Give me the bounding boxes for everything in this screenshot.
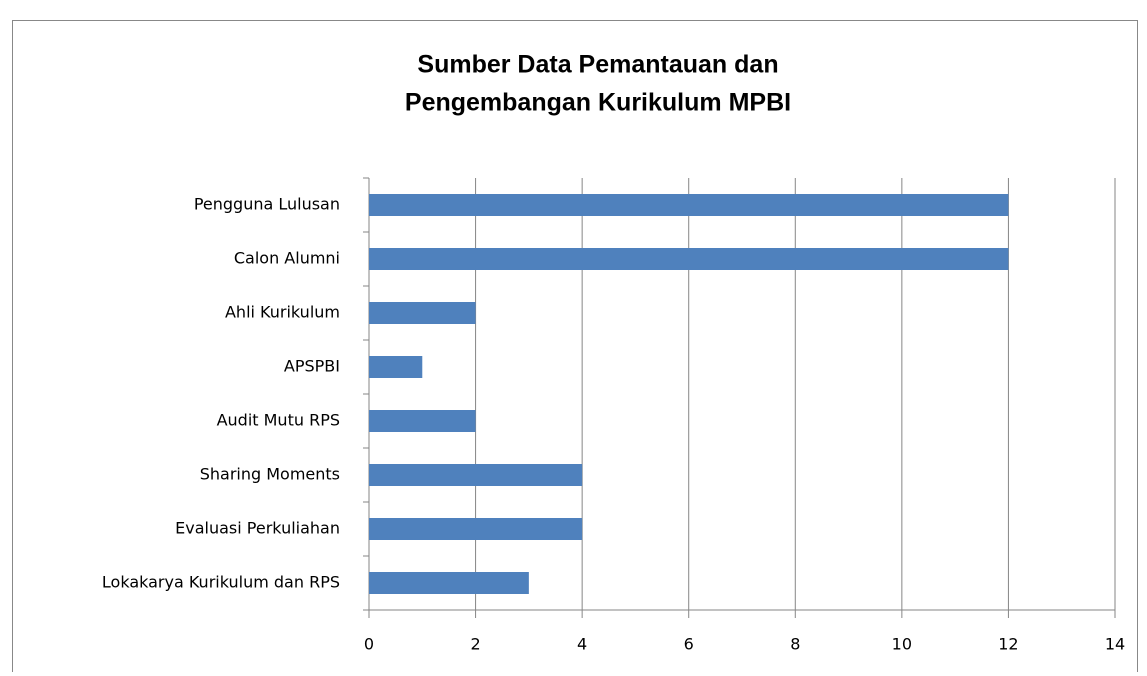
chart-title: Pengembangan Kurikulum MPBI [405, 89, 791, 117]
x-tick-label: 14 [1105, 635, 1125, 654]
bar [369, 518, 583, 540]
x-tick-label: 12 [998, 635, 1018, 654]
y-tick-label: Sharing Moments [200, 465, 340, 484]
bar [369, 356, 423, 378]
y-tick-label: APSPBI [284, 357, 340, 376]
y-tick-label: Pengguna Lulusan [194, 195, 340, 214]
bar [369, 248, 1009, 270]
bar [369, 464, 583, 486]
x-tick-label: 0 [364, 635, 374, 654]
y-tick-label: Lokakarya Kurikulum dan RPS [102, 573, 340, 592]
chart-border [12, 20, 1138, 676]
y-tick-label: Ahli Kurikulum [225, 303, 340, 322]
x-tick-label: 10 [892, 635, 912, 654]
x-tick-label: 4 [577, 635, 587, 654]
bar [369, 410, 476, 432]
y-tick-label: Audit Mutu RPS [217, 411, 340, 430]
bar [369, 302, 476, 324]
x-tick-label: 6 [684, 635, 694, 654]
x-tick-label: 2 [470, 635, 480, 654]
chart-title: Sumber Data Pemantauan dan [417, 51, 778, 79]
y-tick-label: Evaluasi Perkuliahan [175, 519, 340, 538]
y-tick-label: Calon Alumni [234, 249, 340, 268]
bar [369, 194, 1009, 216]
x-tick-label: 8 [790, 635, 800, 654]
bar [369, 572, 529, 594]
